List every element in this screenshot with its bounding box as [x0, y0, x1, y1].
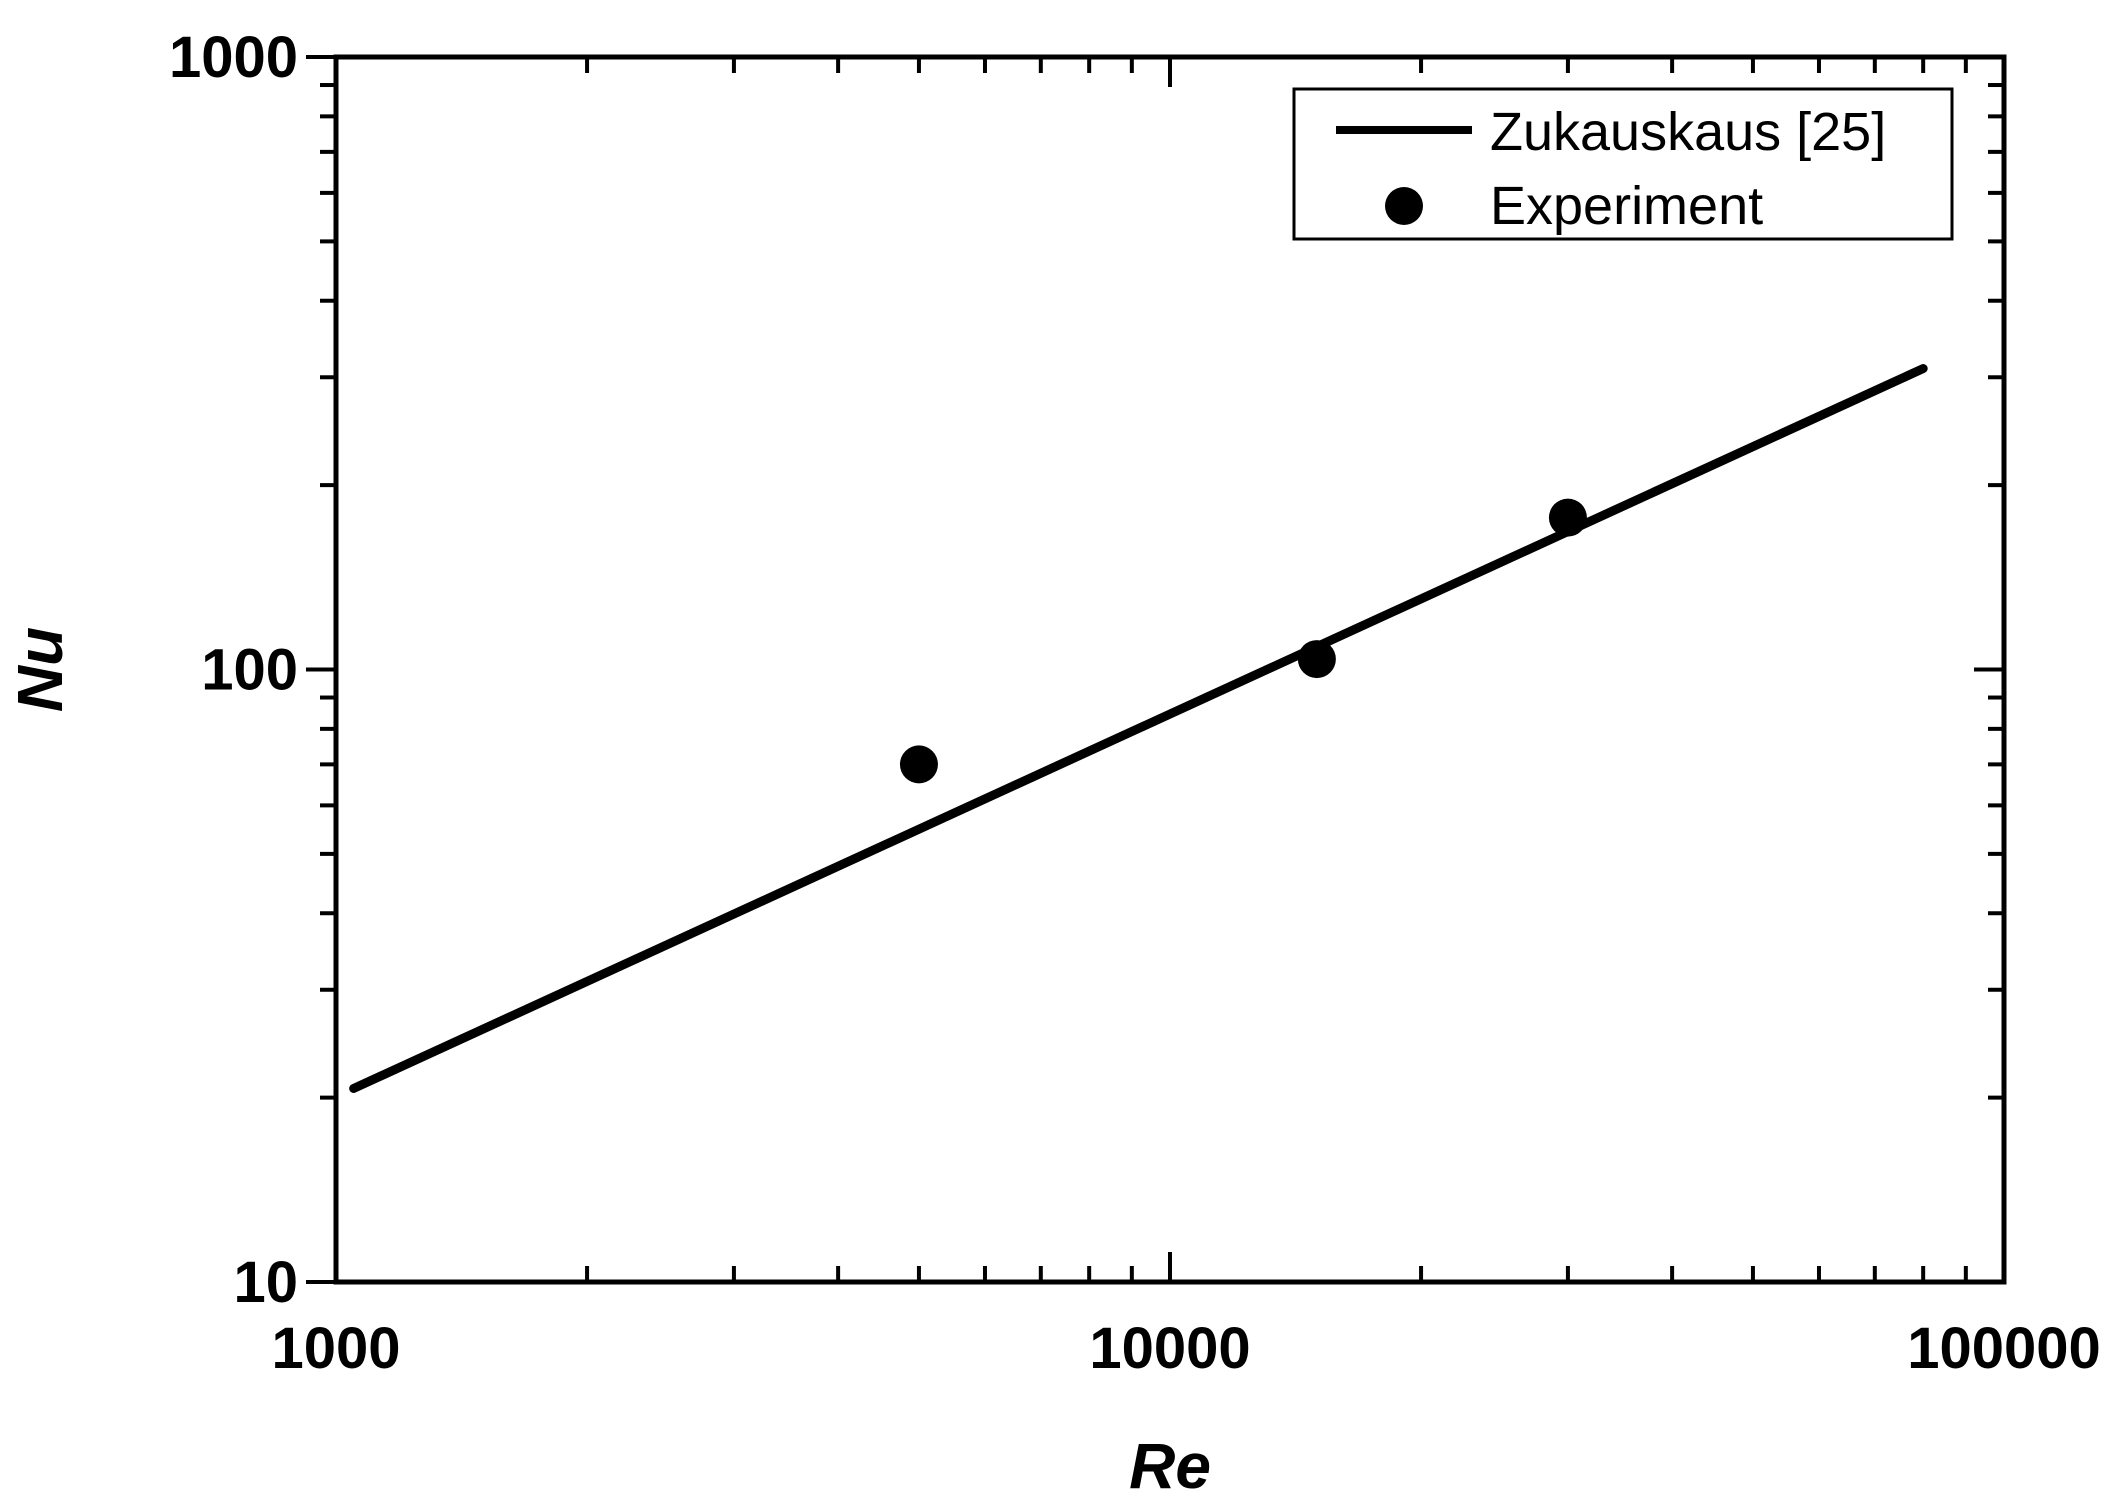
x-tick-label: 100000: [1907, 1316, 2101, 1381]
tick-labels: 1000 10000 100000 10 100 1000: [169, 25, 2101, 1381]
data-point-experiment: [899, 745, 938, 784]
legend: Zukauskaus [25] Experiment: [1292, 87, 1954, 241]
plot-series: [349, 364, 1928, 1093]
x-tick-label: 1000: [271, 1316, 400, 1381]
y-axis-title: Nu: [4, 627, 76, 712]
legend-label-zukauskaus: Zukauskaus [25]: [1490, 102, 1886, 162]
legend-marker-swatch: [1385, 187, 1423, 225]
data-point-experiment: [1297, 640, 1336, 679]
series-line-zukauskaus: [349, 364, 1928, 1093]
x-axis-title: Re: [1129, 1430, 1211, 1502]
data-point-experiment: [1548, 498, 1587, 537]
legend-label-experiment: Experiment: [1490, 176, 1763, 236]
x-tick-label: 10000: [1089, 1316, 1250, 1381]
y-tick-label: 100: [201, 638, 298, 703]
axis-ticks: [306, 55, 2006, 1284]
plot-frame: [333, 54, 2007, 1285]
y-tick-label: 1000: [169, 25, 298, 90]
y-tick-label: 10: [233, 1250, 298, 1315]
